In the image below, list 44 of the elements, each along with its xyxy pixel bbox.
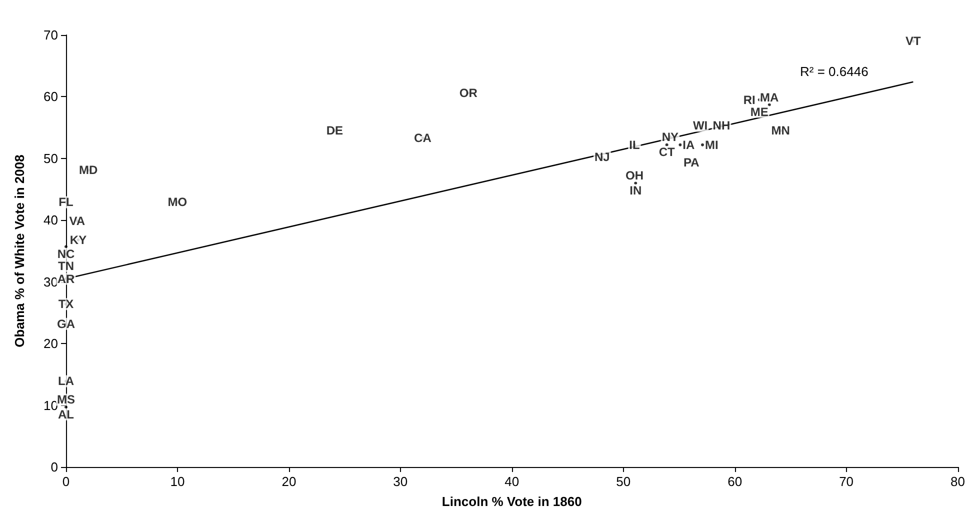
y-tick-label: 0 [50,460,58,474]
y-tick-label: 20 [44,336,58,352]
data-label: WI [692,118,708,133]
data-label: MA [760,90,780,105]
data-label: MO [168,195,188,210]
data-label: AL [58,407,74,422]
data-label: IN [630,183,642,198]
data-label: MI [705,138,718,152]
y-tick-label: 30 [44,274,58,290]
data-label: MN [771,124,790,138]
x-tick-label: 80 [950,474,966,489]
data-label: MD [78,163,98,178]
x-tick-label: 10 [170,474,185,489]
data-label: VA [69,214,86,228]
data-label: CA [414,131,432,146]
x-axis-title: Lincoln % Vote in 1860 [442,494,582,509]
x-tick-label: 20 [282,474,296,489]
y-tick-label: 50 [44,150,58,166]
y-tick-label: 60 [44,89,58,104]
data-label: DE [326,124,343,138]
annotation: R² = 0.6446 [800,64,868,79]
data-label: KY [70,232,87,247]
data-label: CT [658,145,676,160]
data-label: RI [743,92,756,107]
y-tick-label: 40 [44,212,58,228]
data-label: OR [459,86,478,100]
x-tick-label: 30 [393,474,408,489]
data-label: OH [626,168,644,183]
x-tick-label: 50 [616,474,631,489]
data-label: FL [58,195,74,210]
data-label: IA [682,138,695,152]
data-label: IL [629,138,640,152]
x-tick-label: 70 [839,474,854,489]
x-tick-label: 0 [62,474,70,489]
y-axis-title: Obama % of White Vote in 2008 [12,154,27,348]
y-tick-label: 70 [44,28,58,42]
data-label: NJ [594,150,610,164]
data-label: TN [58,259,74,274]
y-tick-label: 10 [44,398,58,413]
x-tick-label: 60 [728,474,742,489]
data-label: ME [750,104,768,119]
data-label: VT [906,34,922,48]
data-label: PA [683,156,700,170]
x-tick-label: 40 [504,474,520,489]
